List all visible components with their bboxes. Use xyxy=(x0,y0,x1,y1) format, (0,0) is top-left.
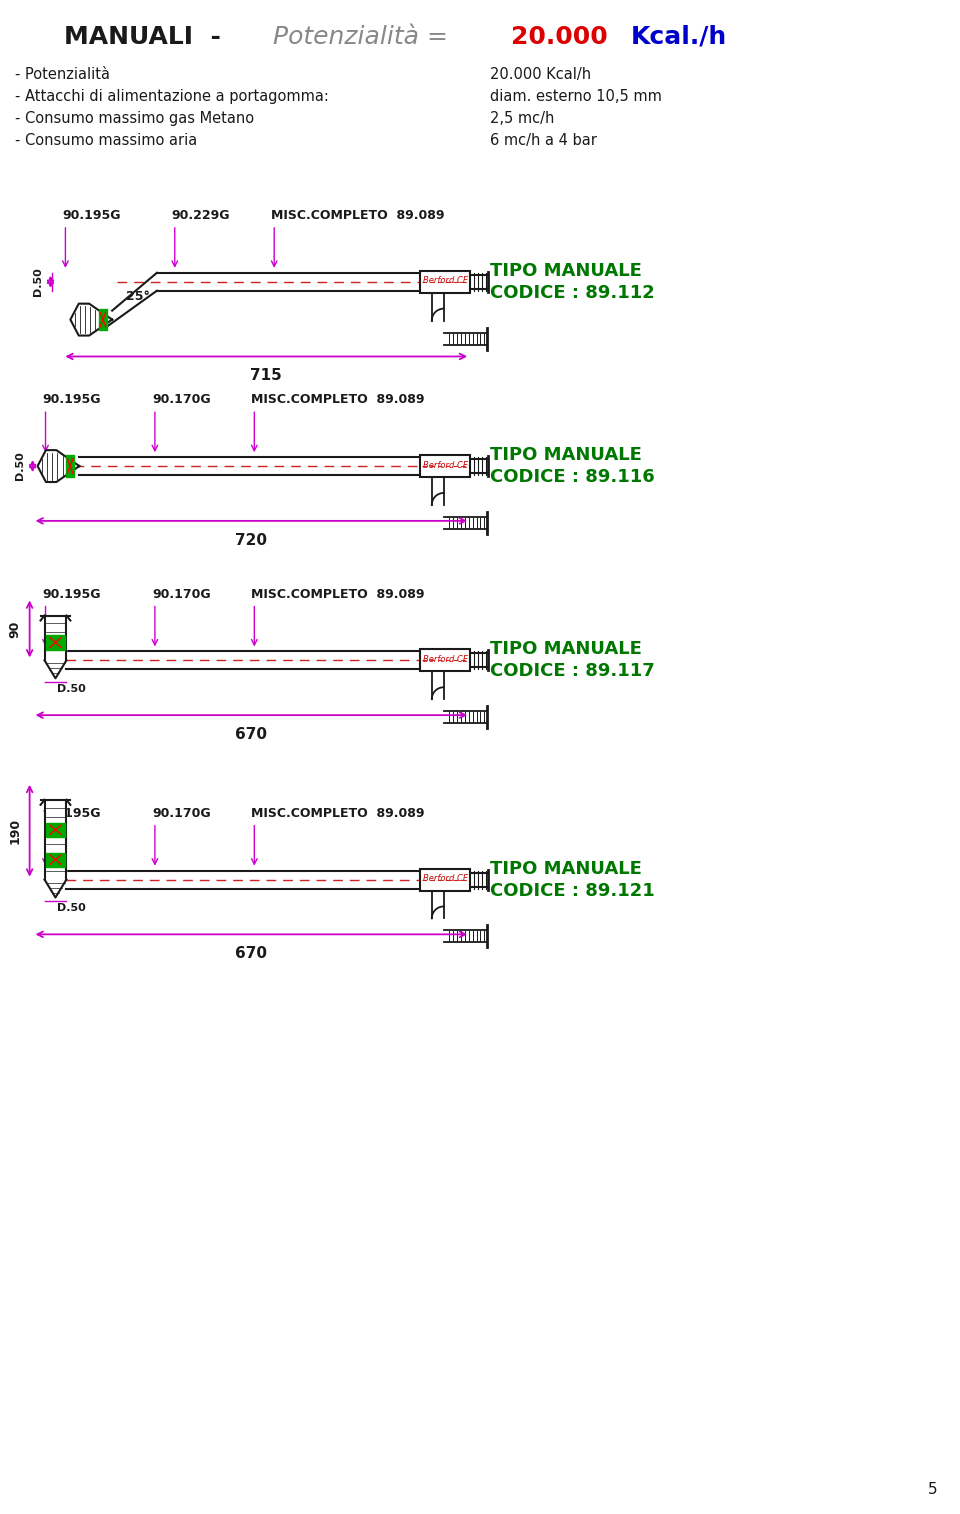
Polygon shape xyxy=(70,304,112,336)
Text: 20.000 Kcal/h: 20.000 Kcal/h xyxy=(490,67,591,82)
Text: CODICE : 89.116: CODICE : 89.116 xyxy=(490,468,655,486)
Text: 90.195G: 90.195G xyxy=(42,587,101,601)
Bar xyxy=(45,822,65,837)
Text: 90.229G: 90.229G xyxy=(172,209,230,223)
Bar xyxy=(45,852,65,866)
Text: 90.170G: 90.170G xyxy=(152,394,210,406)
Text: 190: 190 xyxy=(9,818,22,843)
Text: 90.195G: 90.195G xyxy=(42,807,101,819)
Text: 715: 715 xyxy=(251,368,282,383)
Text: MISC.COMPLETO  89.089: MISC.COMPLETO 89.089 xyxy=(272,209,444,223)
Bar xyxy=(66,456,74,477)
Text: 90.195G: 90.195G xyxy=(62,209,121,223)
Text: MISC.COMPLETO  89.089: MISC.COMPLETO 89.089 xyxy=(252,394,425,406)
Text: - Potenzialità: - Potenzialità xyxy=(14,67,109,82)
Text: - Consumo massimo gas Metano: - Consumo massimo gas Metano xyxy=(14,111,253,126)
Text: diam. esterno 10,5 mm: diam. esterno 10,5 mm xyxy=(490,89,661,104)
Text: MISC.COMPLETO  89.089: MISC.COMPLETO 89.089 xyxy=(252,807,425,819)
Bar xyxy=(420,650,470,671)
Polygon shape xyxy=(44,660,66,678)
Text: 670: 670 xyxy=(235,727,267,742)
Text: 670: 670 xyxy=(235,946,267,961)
Text: TIPO MANUALE: TIPO MANUALE xyxy=(490,447,642,465)
Text: - Attacchi di alimentazione a portagomma:: - Attacchi di alimentazione a portagomma… xyxy=(14,89,328,104)
Polygon shape xyxy=(44,799,66,880)
Text: 90.170G: 90.170G xyxy=(152,807,210,819)
Text: 90: 90 xyxy=(9,621,22,637)
Text: Berford CE: Berford CE xyxy=(422,656,468,663)
Text: 90.170G: 90.170G xyxy=(152,587,210,601)
Text: Berford CE: Berford CE xyxy=(422,460,468,469)
Text: CODICE : 89.117: CODICE : 89.117 xyxy=(490,662,655,680)
Text: D.50: D.50 xyxy=(33,268,42,297)
Text: CODICE : 89.121: CODICE : 89.121 xyxy=(490,881,655,899)
Text: TIPO MANUALE: TIPO MANUALE xyxy=(490,860,642,878)
Text: TIPO MANUALE: TIPO MANUALE xyxy=(490,262,642,280)
Text: - Consumo massimo aria: - Consumo massimo aria xyxy=(14,133,197,148)
Bar xyxy=(420,271,470,292)
Text: Berford CE: Berford CE xyxy=(422,874,468,883)
Bar xyxy=(420,456,470,477)
Text: D.50: D.50 xyxy=(14,451,25,480)
Text: Potenzialità =: Potenzialità = xyxy=(274,24,448,48)
Text: MISC.COMPLETO  89.089: MISC.COMPLETO 89.089 xyxy=(252,587,425,601)
Text: 720: 720 xyxy=(235,533,267,548)
Text: 90.195G: 90.195G xyxy=(42,394,101,406)
Text: 6 mc/h a 4 bar: 6 mc/h a 4 bar xyxy=(490,133,597,148)
Bar xyxy=(420,869,470,890)
Text: 5: 5 xyxy=(927,1482,937,1497)
Polygon shape xyxy=(37,450,80,481)
Text: TIPO MANUALE: TIPO MANUALE xyxy=(490,640,642,659)
Text: Kcal./h: Kcal./h xyxy=(631,24,727,48)
Bar xyxy=(99,309,107,330)
Text: 20.000: 20.000 xyxy=(511,24,608,48)
Text: D.50: D.50 xyxy=(58,904,86,913)
Text: 25°: 25° xyxy=(126,289,150,303)
Polygon shape xyxy=(44,880,66,898)
Polygon shape xyxy=(44,616,66,660)
Bar xyxy=(45,634,65,650)
Text: 2,5 mc/h: 2,5 mc/h xyxy=(490,111,554,126)
Text: CODICE : 89.112: CODICE : 89.112 xyxy=(490,283,655,301)
Text: MANUALI  -: MANUALI - xyxy=(63,24,221,48)
Text: D.50: D.50 xyxy=(58,684,86,695)
Text: Berford CE: Berford CE xyxy=(422,276,468,285)
